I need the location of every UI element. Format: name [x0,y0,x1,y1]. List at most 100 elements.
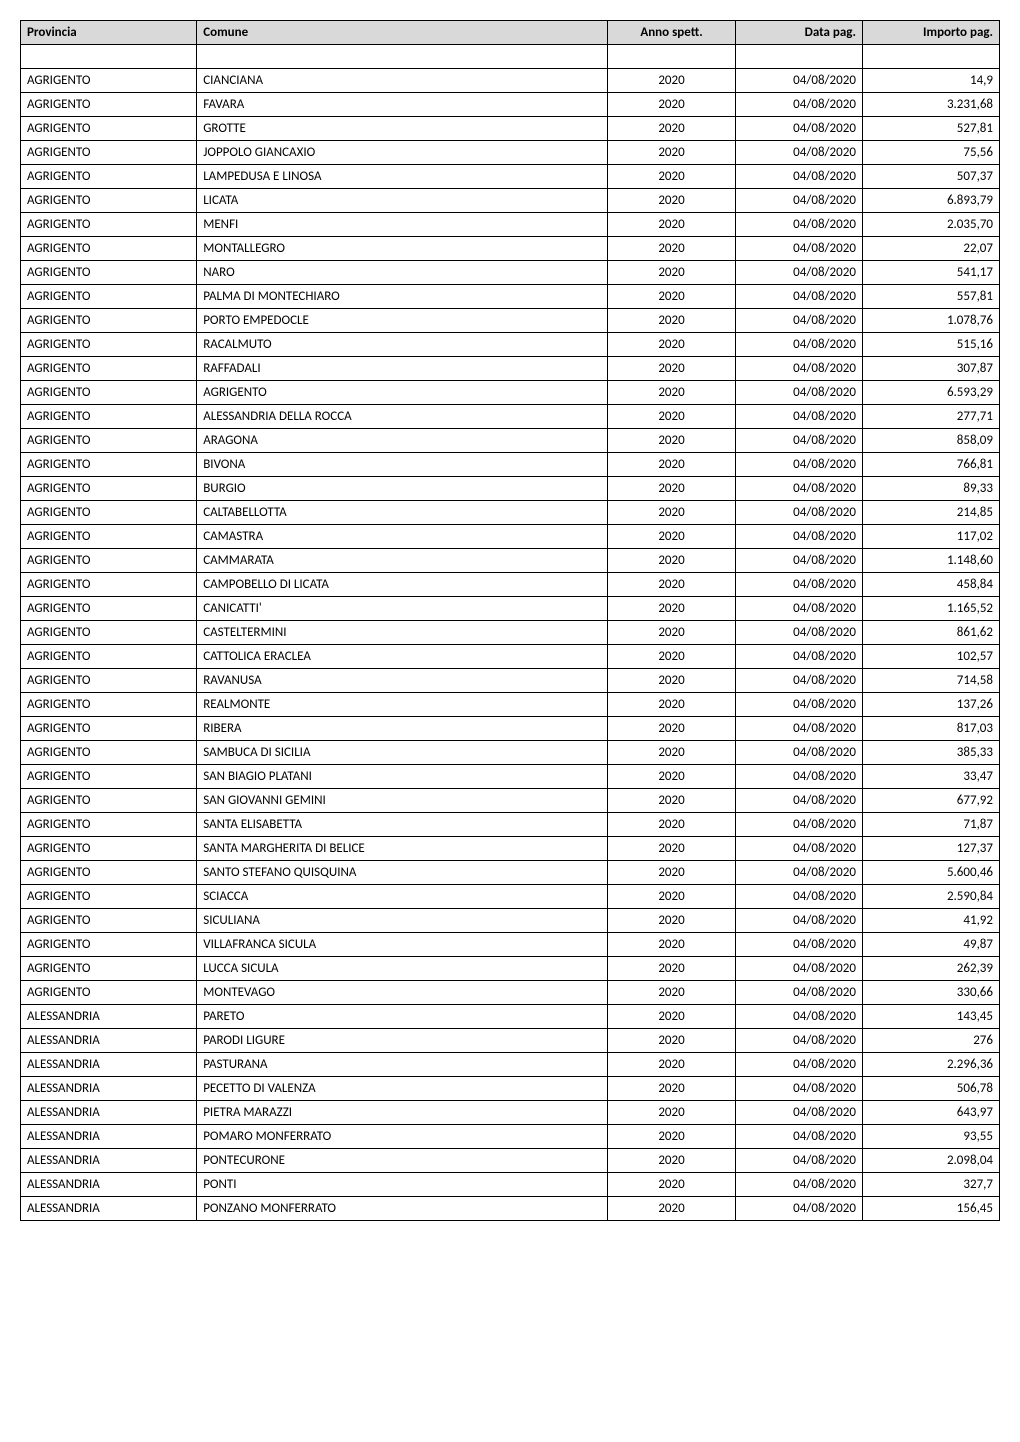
table-cell: 2020 [608,741,735,765]
table-cell: 2020 [608,717,735,741]
table-row: AGRIGENTORACALMUTO202004/08/2020515,16 [21,333,1000,357]
table-cell: AGRIGENTO [21,117,197,141]
table-cell: 766,81 [862,453,999,477]
table-cell: 04/08/2020 [735,93,862,117]
table-cell: 14,9 [862,69,999,93]
table-cell: 04/08/2020 [735,141,862,165]
table-cell: CANICATTI' [197,597,608,621]
table-cell: 541,17 [862,261,999,285]
table-cell: 507,37 [862,165,999,189]
table-cell: AGRIGENTO [21,597,197,621]
table-cell: 2020 [608,405,735,429]
table-cell: SANTA ELISABETTA [197,813,608,837]
table-row: AGRIGENTOSANTA ELISABETTA202004/08/20207… [21,813,1000,837]
table-cell: LUCCA SICULA [197,957,608,981]
table-row: AGRIGENTOSANTA MARGHERITA DI BELICE20200… [21,837,1000,861]
header-data: Data pag. [735,21,862,45]
table-cell: 2020 [608,309,735,333]
table-cell: AGRIGENTO [21,309,197,333]
table-cell: 2020 [608,693,735,717]
table-cell: AGRIGENTO [21,909,197,933]
table-cell: 04/08/2020 [735,309,862,333]
table-row: AGRIGENTOSAN GIOVANNI GEMINI202004/08/20… [21,789,1000,813]
table-cell: GROTTE [197,117,608,141]
data-table: Provincia Comune Anno spett. Data pag. I… [20,20,1000,1221]
table-cell: SAN BIAGIO PLATANI [197,765,608,789]
table-cell: 04/08/2020 [735,1053,862,1077]
table-row: AGRIGENTOCANICATTI'202004/08/20201.165,5… [21,597,1000,621]
table-cell: 04/08/2020 [735,213,862,237]
table-cell: 2020 [608,141,735,165]
table-cell: 214,85 [862,501,999,525]
table-row: AGRIGENTOMENFI202004/08/20202.035,70 [21,213,1000,237]
table-cell: PALMA DI MONTECHIARO [197,285,608,309]
table-cell: 277,71 [862,405,999,429]
table-cell: 102,57 [862,645,999,669]
table-cell: PONZANO MONFERRATO [197,1197,608,1221]
table-cell: 2020 [608,285,735,309]
table-cell: 04/08/2020 [735,405,862,429]
table-cell: 04/08/2020 [735,981,862,1005]
table-cell: 41,92 [862,909,999,933]
table-cell: 2020 [608,93,735,117]
table-row: AGRIGENTOCAMASTRA202004/08/2020117,02 [21,525,1000,549]
table-cell: 04/08/2020 [735,237,862,261]
table-cell: 2020 [608,1173,735,1197]
table-cell: AGRIGENTO [21,141,197,165]
table-row: AGRIGENTOCASTELTERMINI202004/08/2020861,… [21,621,1000,645]
table-cell: 04/08/2020 [735,1149,862,1173]
table-row: AGRIGENTOMONTALLEGRO202004/08/202022,07 [21,237,1000,261]
table-cell: 2020 [608,837,735,861]
table-row: ALESSANDRIAPONTI202004/08/2020327,7 [21,1173,1000,1197]
table-cell: 04/08/2020 [735,1125,862,1149]
table-cell: MENFI [197,213,608,237]
table-cell: 2020 [608,1125,735,1149]
table-cell: AGRIGENTO [21,549,197,573]
table-row: ALESSANDRIAPASTURANA202004/08/20202.296,… [21,1053,1000,1077]
table-row: AGRIGENTOCAMMARATA202004/08/20201.148,60 [21,549,1000,573]
table-cell [21,45,197,69]
table-row: ALESSANDRIAPECETTO DI VALENZA202004/08/2… [21,1077,1000,1101]
table-cell: 04/08/2020 [735,333,862,357]
table-cell: 3.231,68 [862,93,999,117]
table-cell: 04/08/2020 [735,429,862,453]
table-row: AGRIGENTOMONTEVAGO202004/08/2020330,66 [21,981,1000,1005]
table-cell: ALESSANDRIA [21,1125,197,1149]
table-cell: 677,92 [862,789,999,813]
table-cell: 143,45 [862,1005,999,1029]
table-cell: 2020 [608,1149,735,1173]
table-cell: SICULIANA [197,909,608,933]
table-cell: 04/08/2020 [735,621,862,645]
table-cell: RACALMUTO [197,333,608,357]
table-row: AGRIGENTORAVANUSA202004/08/2020714,58 [21,669,1000,693]
table-cell: 714,58 [862,669,999,693]
table-cell: AGRIGENTO [21,525,197,549]
table-cell: POMARO MONFERRATO [197,1125,608,1149]
table-cell: 2020 [608,333,735,357]
table-cell: 04/08/2020 [735,885,862,909]
table-cell: 04/08/2020 [735,909,862,933]
table-cell: MONTEVAGO [197,981,608,1005]
table-cell: 2020 [608,69,735,93]
table-cell: REALMONTE [197,693,608,717]
table-cell: ALESSANDRIA [21,1029,197,1053]
table-cell: NARO [197,261,608,285]
table-cell: AGRIGENTO [21,981,197,1005]
table-cell: 04/08/2020 [735,549,862,573]
table-cell: AGRIGENTO [21,885,197,909]
table-cell: CALTABELLOTTA [197,501,608,525]
table-cell: 2020 [608,1029,735,1053]
table-cell: ALESSANDRIA DELLA ROCCA [197,405,608,429]
table-cell: 04/08/2020 [735,501,862,525]
table-cell: 858,09 [862,429,999,453]
table-cell: 22,07 [862,237,999,261]
table-cell: AGRIGENTO [21,693,197,717]
table-cell: AGRIGENTO [21,69,197,93]
table-cell: 643,97 [862,1101,999,1125]
table-cell: JOPPOLO GIANCAXIO [197,141,608,165]
table-row: AGRIGENTOVILLAFRANCA SICULA202004/08/202… [21,933,1000,957]
table-cell: 04/08/2020 [735,261,862,285]
table-cell: CAMPOBELLO DI LICATA [197,573,608,597]
table-cell: VILLAFRANCA SICULA [197,933,608,957]
table-header: Provincia Comune Anno spett. Data pag. I… [21,21,1000,45]
